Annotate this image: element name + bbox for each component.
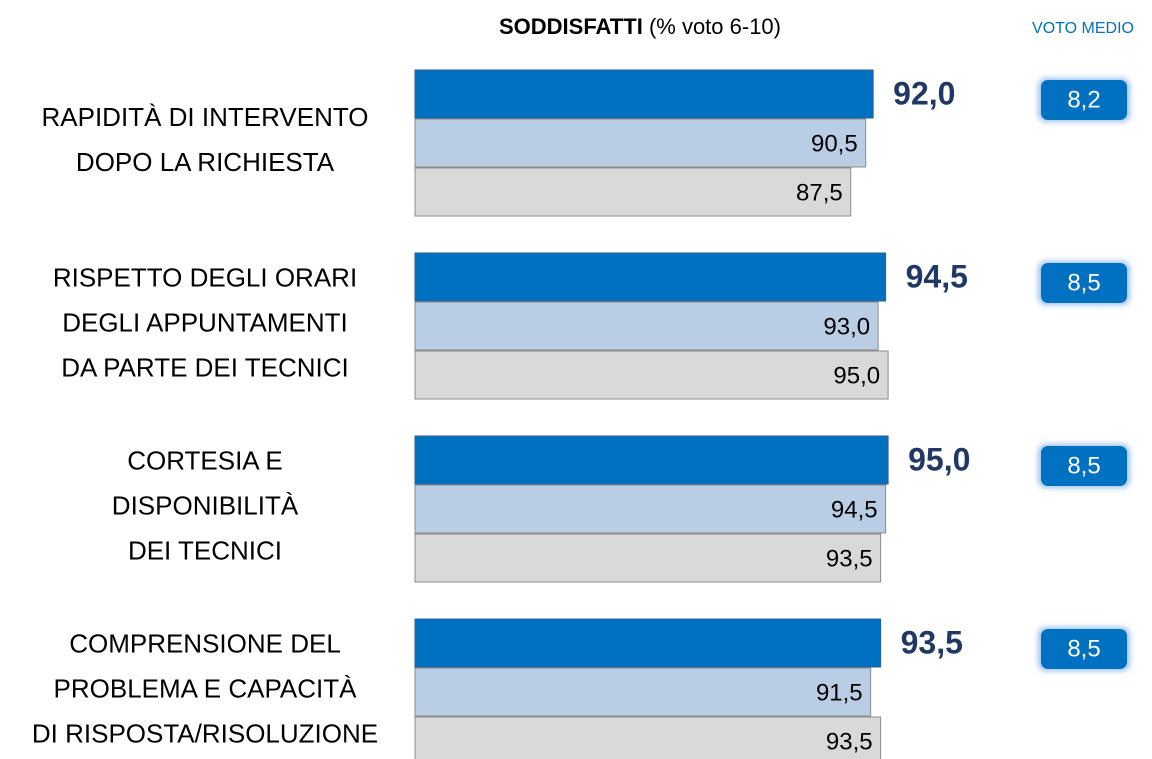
title: SODDISFATTI <box>499 14 643 39</box>
bar <box>414 484 887 534</box>
average-badge <box>1041 446 1127 486</box>
value-label: 95,0 <box>908 441 970 477</box>
bar <box>414 301 879 351</box>
value-label: 94,5 <box>906 258 968 294</box>
value-label: 95,0 <box>833 362 880 389</box>
bar <box>414 435 889 485</box>
average-label: 8,5 <box>1067 452 1100 479</box>
subtitle: (% voto 6-10) <box>649 14 781 39</box>
bar <box>414 252 887 302</box>
category-label: CORTESIA E DISPONIBILITÀ DEI TECNICI <box>111 445 299 565</box>
value-label: 87,5 <box>796 179 843 206</box>
value-label: 93,5 <box>826 728 873 755</box>
chart-title: SODDISFATTI (% voto 6-10) <box>499 14 781 39</box>
value-label: 94,5 <box>831 496 878 523</box>
bar <box>414 667 872 717</box>
bar <box>414 167 852 217</box>
value-label: 90,5 <box>811 130 858 157</box>
bar <box>414 118 867 168</box>
bar <box>414 350 889 400</box>
average-title: VOTO MEDIO <box>1032 20 1134 37</box>
value-label: 93,5 <box>826 545 873 572</box>
category-label: RISPETTO DEGLI ORARI DEGLI APPUNTAMENTI … <box>52 262 358 382</box>
bar <box>414 716 882 759</box>
bar <box>414 533 882 583</box>
average-badge <box>1041 629 1127 669</box>
value-label: 93,5 <box>901 624 963 660</box>
value-label: 92,0 <box>893 75 955 111</box>
average-label: 8,5 <box>1067 635 1100 662</box>
category-label: COMPRENSIONE DEL PROBLEMA E CAPACITÀ DI … <box>31 628 379 748</box>
average-label: 8,5 <box>1067 269 1100 296</box>
average-badge <box>1041 80 1127 120</box>
value-label: 93,0 <box>823 313 870 340</box>
average-badge <box>1041 263 1127 303</box>
bar <box>414 618 882 668</box>
average-label: 8,2 <box>1067 86 1100 113</box>
value-label: 91,5 <box>816 679 863 706</box>
bar <box>414 69 874 119</box>
category-label: RAPIDITÀ DI INTERVENTO DOPO LA RICHIESTA <box>41 101 369 177</box>
